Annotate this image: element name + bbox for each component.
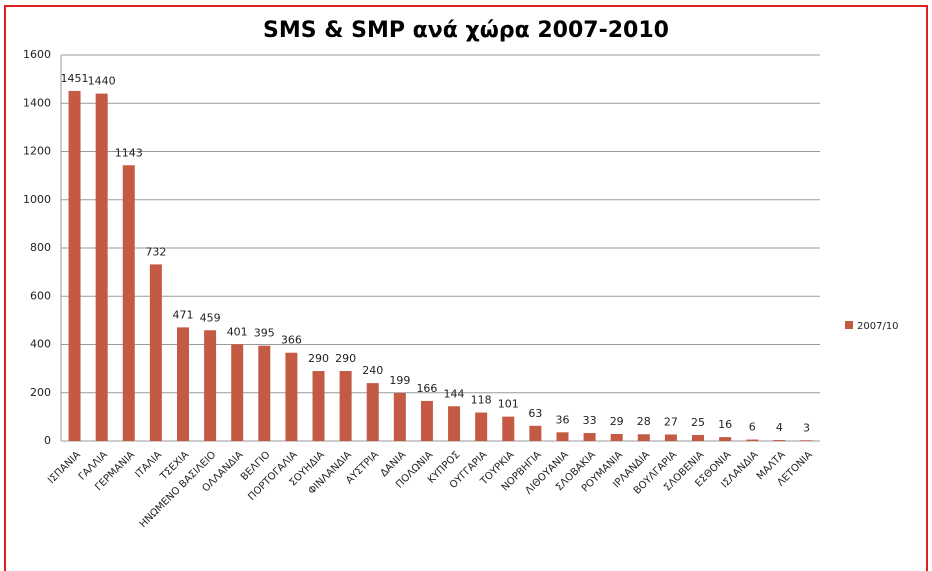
data-label: 240 <box>362 364 383 377</box>
data-label: 290 <box>335 352 356 365</box>
data-label: 401 <box>227 325 248 338</box>
bar <box>719 437 732 441</box>
data-label: 118 <box>471 394 492 407</box>
bar <box>610 434 623 441</box>
data-label: 395 <box>254 327 275 340</box>
legend-swatch <box>845 321 853 329</box>
y-tick-label: 600 <box>30 289 51 302</box>
data-label: 4 <box>776 421 783 434</box>
bar <box>556 432 569 441</box>
bar <box>502 416 515 441</box>
data-label: 1440 <box>88 75 116 88</box>
data-label: 144 <box>444 387 465 400</box>
bar <box>420 400 433 441</box>
bar <box>529 425 542 441</box>
frame <box>4 5 928 571</box>
data-label: 366 <box>281 334 302 347</box>
data-label: 27 <box>664 415 678 428</box>
bar <box>393 392 406 441</box>
data-label: 290 <box>308 352 329 365</box>
bar <box>637 434 650 441</box>
bar <box>122 165 135 441</box>
bar <box>339 371 352 441</box>
bar <box>664 434 677 441</box>
bar <box>312 371 325 441</box>
data-label: 471 <box>172 308 193 321</box>
bar <box>68 90 81 441</box>
x-tick-label: ΙΣΠΑΝΙΑ <box>46 449 83 486</box>
chart-title: SMS & SMP ανά χώρα 2007-2010 <box>263 18 669 43</box>
y-tick-label: 1600 <box>23 48 51 61</box>
bar <box>475 412 488 441</box>
data-label: 101 <box>498 398 519 411</box>
bar <box>692 434 705 441</box>
data-label: 33 <box>583 414 597 427</box>
bar <box>773 440 786 441</box>
data-label: 199 <box>389 374 410 387</box>
bar <box>800 440 813 441</box>
bar <box>448 406 461 441</box>
data-label: 63 <box>528 407 542 420</box>
data-label: 459 <box>200 311 221 324</box>
data-label: 732 <box>145 245 166 258</box>
y-tick-label: 1200 <box>23 145 51 158</box>
y-tick-label: 200 <box>30 386 51 399</box>
y-tick-label: 1000 <box>23 193 51 206</box>
data-label: 1451 <box>61 72 89 85</box>
y-tick-label: 400 <box>30 338 51 351</box>
bar <box>176 327 189 441</box>
y-tick-label: 800 <box>30 241 51 254</box>
data-label: 1143 <box>115 146 143 159</box>
bar <box>95 93 108 441</box>
bar <box>204 330 217 441</box>
data-label: 3 <box>803 421 810 434</box>
bar <box>149 264 162 441</box>
data-label: 25 <box>691 416 705 429</box>
y-tick-label: 1400 <box>23 96 51 109</box>
data-label: 29 <box>610 415 624 428</box>
bar <box>746 439 759 441</box>
data-label: 6 <box>749 421 756 434</box>
bar <box>285 352 298 441</box>
data-label: 28 <box>637 415 651 428</box>
bar <box>366 383 379 441</box>
bar <box>583 433 596 441</box>
y-tick-label: 0 <box>44 434 51 447</box>
data-label: 36 <box>555 413 569 426</box>
bar <box>231 344 244 441</box>
legend-label: 2007/10 <box>857 321 899 332</box>
data-label: 166 <box>416 382 437 395</box>
data-label: 16 <box>718 418 732 431</box>
bar <box>258 345 271 441</box>
